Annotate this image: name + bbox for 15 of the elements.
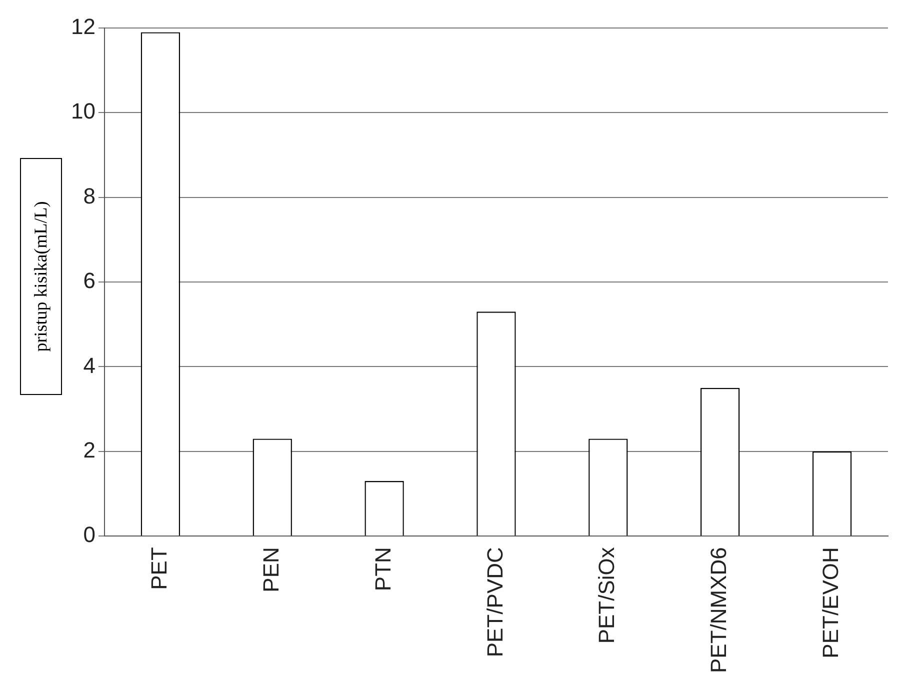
y-tick-label: 0	[83, 522, 96, 548]
y-tick-label: 6	[83, 268, 96, 294]
y-tick-label: 10	[70, 98, 96, 124]
y-tick-label: 12	[70, 14, 96, 40]
x-tick-label: PET	[146, 547, 172, 590]
y-tick-label: 8	[83, 183, 96, 208]
x-tick-label: PTN	[370, 547, 396, 592]
y-axis-title: pristup kisika(mL/L)	[30, 201, 52, 352]
x-tick-label: PET/EVOH	[818, 547, 844, 658]
y-tick-label: 4	[83, 352, 96, 378]
y-tick-label: 2	[83, 437, 96, 462]
x-tick-label: PEN	[258, 547, 284, 592]
x-tick-label: PET/SiOx	[594, 547, 620, 644]
x-tick-label: PET/PVDC	[482, 546, 508, 658]
x-tick-label: PET/NMXD6	[706, 547, 732, 674]
